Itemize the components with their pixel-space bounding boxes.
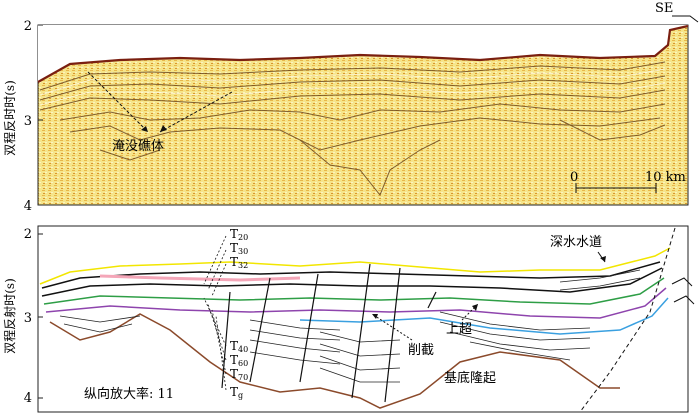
horizon-label-t60: T60 (230, 353, 248, 368)
seismic-section-figure: SE 双程反时时(s) 2 3 4 淹没礁体 0 10 km (2, 1, 699, 214)
horizon-blue (299, 297, 669, 335)
dashed-boundary (579, 227, 676, 413)
onlap-label: 上超 (446, 322, 472, 337)
bottom-y-tick: 2 (24, 227, 32, 242)
exaggeration-label: 纵向放大率: 11 (84, 386, 174, 402)
basement-label: 基底隆起 (444, 370, 496, 386)
right-edge-marks (671, 277, 695, 305)
horizon-t32 (41, 267, 663, 297)
internal-reflectors (59, 269, 641, 383)
reef-label: 淹没礁体 (112, 138, 164, 154)
direction-label: SE (655, 1, 673, 16)
horizon-label-t40: T40 (230, 339, 248, 354)
top-y-tick: 2 (24, 19, 32, 34)
horizon-label-t32: T32 (230, 255, 248, 270)
truncation-label: 削截 (408, 343, 434, 358)
bottom-y-axis-label: 双程反射时(s) (2, 278, 17, 354)
horizon-label-t20: T20 (230, 227, 248, 242)
seismic-section-panel: SE 双程反时时(s) 2 3 4 淹没礁体 0 10 km (2, 1, 699, 214)
interpretation-panel: 双程反射时(s) 2 3 4 T20 T30 T32 T40 T60 T70 T… (0, 212, 700, 416)
horizon-labels: T20 T30 T32 T40 T60 T70 Tg (230, 227, 248, 400)
horizon-label-t30: T30 (230, 241, 248, 256)
bottom-y-tick: 3 (24, 311, 32, 326)
horizon-basement (49, 313, 620, 409)
channel-label: 深水水道 (550, 235, 602, 250)
horizon-green (43, 277, 665, 305)
seafloor-reflector (37, 24, 689, 83)
reflector-highlights (39, 68, 666, 106)
faults (221, 263, 437, 403)
scale-end: 10 km (645, 170, 686, 185)
scale-start: 0 (570, 170, 578, 185)
reef-arrows (87, 71, 233, 133)
top-y-tick: 3 (24, 114, 32, 129)
horizon-leaders (203, 235, 227, 391)
top-y-tick: 4 (24, 199, 32, 212)
top-y-axis-label: 双程反时时(s) (2, 80, 17, 156)
scale-bar (575, 183, 657, 193)
bottom-y-ticks: 2 3 4 (24, 227, 32, 406)
bottom-y-tick: 4 (24, 391, 32, 406)
horizon-seafloor (39, 247, 671, 285)
horizon-purple (45, 287, 667, 319)
direction-arrow (672, 15, 699, 23)
reflector-bands (39, 61, 666, 196)
water-column (38, 25, 688, 82)
horizon-label-t70: T70 (230, 367, 248, 382)
top-y-ticks: 2 3 4 (24, 19, 32, 214)
interpretation-figure: 双程反射时(s) 2 3 4 T20 T30 T32 T40 T60 T70 T… (2, 225, 695, 413)
horizon-label-tg: Tg (230, 385, 243, 400)
